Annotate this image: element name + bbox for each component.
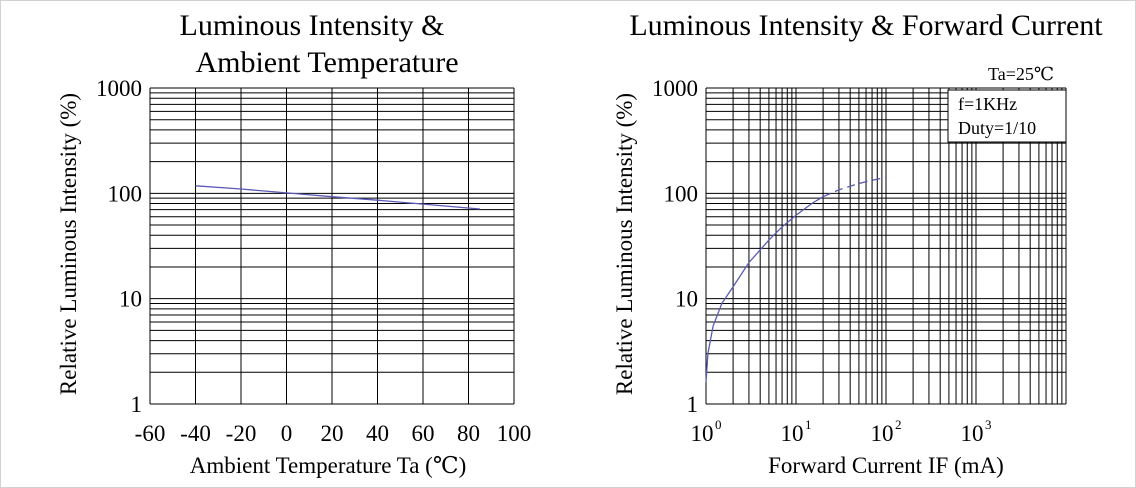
chart2-x-axis-label: Forward Current IF (mA) [768, 453, 1004, 478]
chart1-x-tick-label: 0 [281, 421, 293, 446]
chart1-x-tick-label: -20 [226, 421, 257, 446]
chart2-x-tick-exponent: 0 [715, 417, 722, 432]
chart1-x-tick-label: 80 [457, 421, 480, 446]
chart2-annotation-ta: Ta=25℃ [988, 64, 1054, 84]
chart2-y-tick-label: 1000 [652, 76, 698, 101]
chart1-series-line [195, 185, 480, 210]
chart2-x-tick-label: 10 [961, 421, 984, 446]
chart2-annotation-box [947, 89, 1067, 143]
chart1-x-tick-label: 100 [497, 421, 532, 446]
chart2-series-line-dashed [822, 176, 887, 198]
chart2-x-tick-label: 10 [691, 421, 714, 446]
chart1-y-tick-label: 1 [131, 392, 143, 417]
chart1-x-axis-label: Ambient Temperature Ta (℃) [190, 453, 466, 478]
chart2-x-tick-exponent: 1 [805, 417, 812, 432]
chart2-annotation-duty: Duty=1/10 [958, 118, 1036, 138]
chart1-x-tick-label: 60 [412, 421, 435, 446]
chart2-y-axis-label: Relative Luminous Intensity (%) [612, 93, 637, 395]
chart1-x-tick-label: 40 [366, 421, 389, 446]
chart2-x-tick-exponent: 2 [895, 417, 902, 432]
chart2-x-tick-label: 10 [871, 421, 894, 446]
chart1-title-line1: Luminous Intensity & [180, 9, 445, 42]
chart2-y-tick-label: 10 [675, 287, 698, 312]
chart1-x-tick-label: 20 [321, 421, 344, 446]
chart2-y-tick-label: 1 [687, 392, 699, 417]
chart2-annotation-freq: f=1KHz [958, 94, 1017, 114]
chart2-series-line-solid [705, 196, 824, 383]
chart1-y-tick-label: 100 [108, 181, 143, 206]
chart2-y-tick-label: 100 [664, 181, 699, 206]
chart1-y-axis-label: Relative Luminous Intensity (%) [56, 93, 81, 395]
chart1-x-tick-label: -60 [135, 421, 166, 446]
chart2-title: Luminous Intensity & Forward Current [629, 9, 1103, 42]
chart1-y-tick-label: 1000 [96, 76, 142, 101]
chart2-x-tick-label: 10 [781, 421, 804, 446]
chart1-y-tick-label: 10 [119, 287, 142, 312]
chart2-x-tick-exponent: 3 [985, 417, 992, 432]
chart1-title-line2: Ambient Temperature [195, 46, 458, 79]
chart1-x-tick-label: -40 [180, 421, 211, 446]
